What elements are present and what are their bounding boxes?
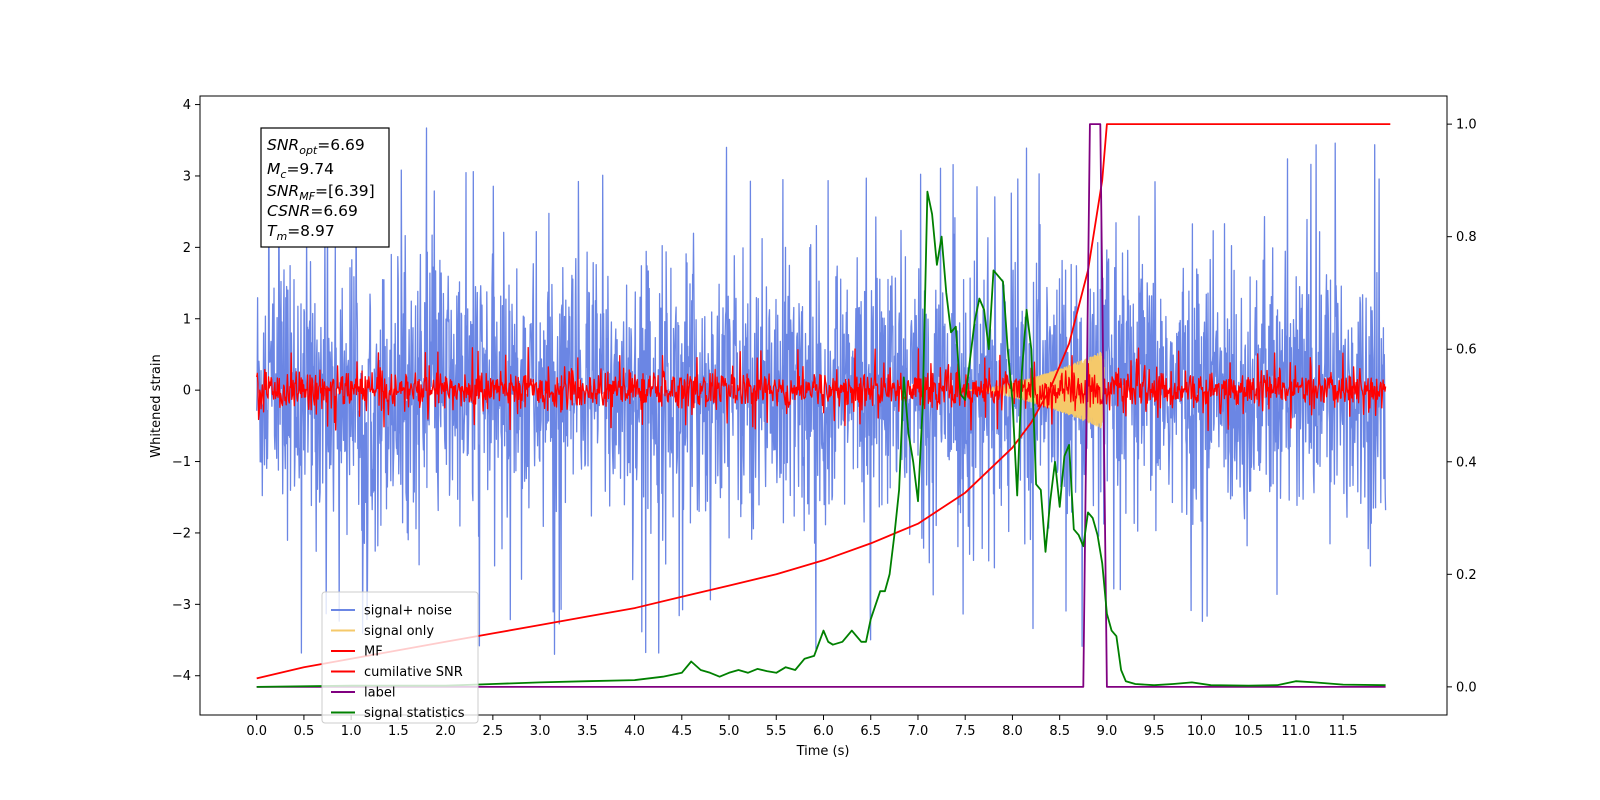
x-tick-label: 6.0 [813, 724, 834, 739]
left-y-tick-label: −2 [172, 526, 191, 541]
x-tick-label: 11.5 [1329, 724, 1358, 739]
series-signal-statistics [256, 190, 1386, 688]
info-csnr-value: =6.69 [310, 202, 358, 220]
info-tm-symbol: T [267, 222, 278, 240]
right-y-tick-label: 0.2 [1456, 568, 1477, 583]
x-tick-label: 8.5 [1049, 724, 1070, 739]
x-tick-label: 5.0 [719, 724, 740, 739]
info-mc-subscript: c [280, 168, 286, 181]
info-snr-mf-subscript: MF [299, 190, 315, 203]
info-snr-opt-value: =6.69 [317, 136, 365, 154]
legend-label: label [364, 686, 395, 701]
left-y-axis: 4 3 2 1 0 −1 −2 −3 −4 [172, 98, 200, 684]
legend-label: signal statistics [364, 706, 465, 721]
info-tm: Tm=8.97 [267, 222, 335, 243]
info-snr-mf-value: =[6.39] [315, 182, 375, 200]
x-tick-label: 0.0 [246, 724, 267, 739]
y-axis-label: Whitened strain [149, 354, 164, 457]
info-tm-value: =8.97 [287, 222, 335, 240]
left-y-tick-label: 0 [183, 384, 191, 399]
info-mc-value: =9.74 [286, 160, 334, 178]
x-tick-label: 9.0 [1097, 724, 1118, 739]
x-tick-label: 0.5 [294, 724, 315, 739]
x-tick-label: 11.0 [1281, 724, 1310, 739]
x-tick-label: 1.5 [388, 724, 409, 739]
left-y-tick-label: 1 [183, 312, 191, 327]
legend-entries: signal+ noise signal only MF cumilative SNR… [331, 604, 465, 721]
series-mf [256, 347, 1387, 432]
info-snr-opt-subscript: opt [299, 144, 318, 157]
info-snr-mf: SNRMF=[6.39] [267, 182, 375, 203]
info-box-frame [260, 127, 390, 248]
x-tick-label: 1.0 [341, 724, 362, 739]
x-tick-label: 9.5 [1144, 724, 1165, 739]
x-tick-label: 7.5 [955, 724, 976, 739]
series-label [256, 123, 1386, 688]
info-snr-opt-symbol: SNR [267, 136, 299, 154]
legend-label: MF [364, 645, 383, 660]
x-tick-label: 5.5 [766, 724, 787, 739]
x-tick-label: 2.5 [483, 724, 504, 739]
x-axis: 0.0 0.5 1.0 1.5 2.0 2.5 3.0 3.5 4.0 4.5 5.0 5.5 6.0 6… [246, 715, 1358, 739]
right-y-tick-label: 0.6 [1456, 343, 1477, 358]
left-y-tick-label: −4 [172, 669, 191, 684]
x-tick-label: 10.0 [1187, 724, 1216, 739]
info-snr-opt: SNRopt=6.69 [267, 136, 365, 157]
left-y-tick-label: −3 [172, 598, 191, 613]
x-tick-label: 6.5 [860, 724, 881, 739]
info-snr-mf-symbol: SNR [267, 182, 299, 200]
legend-label: cumilative SNR [364, 665, 463, 680]
x-tick-label: 8.0 [1002, 724, 1023, 739]
x-tick-label: 2.0 [435, 724, 456, 739]
legend: signal+ noise signal only MF cumilative SNR… [321, 591, 479, 724]
right-y-tick-label: 1.0 [1456, 118, 1477, 133]
right-y-tick-label: 0.8 [1456, 230, 1477, 245]
right-y-tick-label: 0.4 [1456, 455, 1477, 470]
legend-label: signal+ noise [364, 604, 452, 619]
left-y-tick-label: 3 [183, 169, 191, 184]
x-tick-label: 10.5 [1234, 724, 1263, 739]
right-y-axis: 1.0 0.8 0.6 0.4 0.2 0.0 [1447, 118, 1477, 695]
left-y-tick-label: 2 [183, 241, 191, 256]
left-y-tick-label: −1 [172, 455, 191, 470]
info-box: SNRopt=6.69 Mc=9.74 SNRMF=[6.39] CSNR=6.… [260, 127, 390, 248]
x-tick-label: 4.0 [624, 724, 645, 739]
x-tick-label: 3.5 [577, 724, 598, 739]
info-csnr-symbol: CSNR [267, 202, 310, 220]
info-mc: Mc=9.74 [267, 160, 334, 181]
info-mc-symbol: M [267, 160, 280, 178]
legend-label: signal only [364, 624, 434, 639]
info-tm-subscript: m [276, 230, 287, 243]
x-axis-label: Time (s) [796, 744, 850, 759]
x-tick-label: 7.0 [908, 724, 929, 739]
left-y-tick-label: 4 [183, 98, 191, 113]
x-tick-label: 4.5 [671, 724, 692, 739]
x-tick-label: 3.0 [530, 724, 551, 739]
legend-frame [321, 591, 479, 724]
right-y-tick-label: 0.0 [1456, 680, 1477, 695]
info-csnr: CSNR=6.69 [267, 202, 358, 220]
